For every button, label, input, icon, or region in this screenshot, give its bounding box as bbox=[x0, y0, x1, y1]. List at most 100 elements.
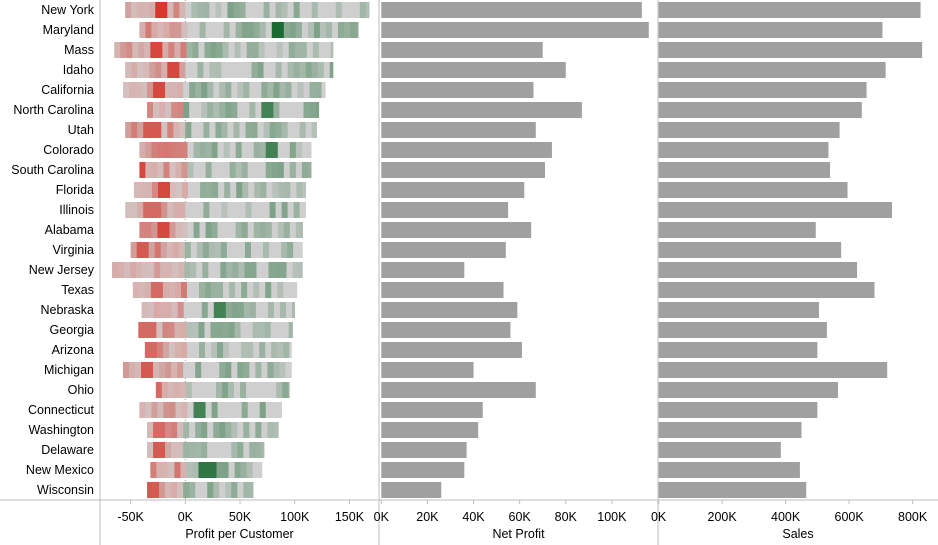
strip-segment bbox=[306, 42, 314, 58]
strip-segment bbox=[261, 362, 268, 378]
strip-segment bbox=[295, 162, 303, 178]
strip-segment bbox=[166, 242, 174, 258]
strip-utah bbox=[125, 122, 317, 138]
strip-segment bbox=[189, 82, 196, 98]
strip-segment bbox=[221, 202, 228, 218]
strip-segment bbox=[177, 302, 184, 318]
x-tick-label: 20K bbox=[416, 510, 439, 524]
x-tick-label: 150K bbox=[335, 510, 365, 524]
strip-segment bbox=[174, 462, 181, 478]
strip-segment bbox=[329, 62, 334, 78]
strip-segment bbox=[249, 82, 256, 98]
strip-segment bbox=[131, 122, 138, 138]
x-tick-label: 800K bbox=[898, 510, 928, 524]
bar-ohio bbox=[381, 382, 536, 398]
strip-segment bbox=[222, 42, 229, 58]
strip-segment bbox=[229, 222, 236, 238]
row-label-ohio: Ohio bbox=[68, 383, 94, 397]
row-label-virginia: Virginia bbox=[53, 243, 95, 257]
strip-segment bbox=[289, 142, 297, 158]
strip-segment bbox=[211, 22, 218, 38]
strip-segment bbox=[258, 462, 263, 478]
strip-segment bbox=[154, 262, 161, 278]
strip-segment bbox=[191, 62, 198, 78]
strip-segment bbox=[253, 402, 261, 418]
bar-south-carolina bbox=[381, 162, 546, 178]
strip-segment bbox=[291, 82, 298, 98]
strip-segment bbox=[230, 182, 237, 198]
strip-segment bbox=[151, 162, 158, 178]
strip-segment bbox=[185, 62, 192, 78]
strip-segment bbox=[265, 402, 273, 418]
strip-segment bbox=[171, 82, 178, 98]
strip-segment bbox=[233, 202, 240, 218]
strip-segment bbox=[145, 22, 152, 38]
strip-segment bbox=[229, 282, 236, 298]
strip-segment bbox=[124, 262, 131, 278]
strip-segment bbox=[176, 182, 183, 198]
strip-segment bbox=[247, 342, 254, 358]
strip-segment bbox=[151, 142, 158, 158]
strip-segment bbox=[184, 262, 191, 278]
row-label-colorado: Colorado bbox=[43, 143, 94, 157]
strip-segment bbox=[185, 202, 192, 218]
strip-segment bbox=[235, 402, 242, 418]
strip-segment bbox=[261, 442, 265, 458]
strip-segment bbox=[293, 242, 300, 258]
strip-segment bbox=[187, 222, 194, 238]
strip-segment bbox=[171, 302, 178, 318]
strip-segment bbox=[249, 362, 256, 378]
strip-segment bbox=[203, 202, 210, 218]
strip-segment bbox=[142, 242, 149, 258]
strip-segment bbox=[258, 382, 265, 398]
strip-segment bbox=[285, 102, 292, 118]
strip-segment bbox=[148, 242, 156, 258]
bar-new-jersey bbox=[381, 262, 465, 278]
strip-segment bbox=[266, 182, 273, 198]
strip-segment bbox=[199, 282, 206, 298]
strip-segment bbox=[244, 262, 251, 278]
strip-segment bbox=[287, 202, 294, 218]
strip-segment bbox=[153, 422, 160, 438]
strip-segment bbox=[149, 202, 156, 218]
strip-segment bbox=[191, 122, 198, 138]
strip-segment bbox=[231, 362, 238, 378]
strip-segment bbox=[243, 422, 250, 438]
strip-segment bbox=[273, 422, 279, 438]
strip-segment bbox=[247, 282, 254, 298]
row-label-alabama: Alabama bbox=[45, 223, 94, 237]
strip-segment bbox=[186, 342, 194, 358]
strip-segment bbox=[264, 322, 271, 338]
strip-segment bbox=[197, 2, 204, 18]
strip-segment bbox=[199, 162, 206, 178]
strip-segment bbox=[144, 322, 151, 338]
strip-segment bbox=[177, 102, 184, 118]
strip-segment bbox=[249, 442, 256, 458]
strip-segment bbox=[216, 42, 223, 58]
strip-segment bbox=[151, 22, 158, 38]
strip-segment bbox=[173, 122, 180, 138]
strip-michigan bbox=[122, 362, 292, 378]
strip-segment bbox=[168, 42, 175, 58]
strip-segment bbox=[135, 82, 142, 98]
strip-segment bbox=[231, 302, 239, 318]
strip-segment bbox=[257, 2, 264, 18]
strip-segment bbox=[233, 62, 240, 78]
strip-segment bbox=[223, 342, 230, 358]
strip-segment bbox=[301, 222, 303, 238]
strip-segment bbox=[227, 2, 234, 18]
strip-segment bbox=[179, 2, 186, 18]
strip-segment bbox=[163, 162, 170, 178]
strip-segment bbox=[244, 242, 252, 258]
strip-segment bbox=[317, 62, 325, 78]
strip-segment bbox=[257, 202, 264, 218]
strip-segment bbox=[262, 262, 269, 278]
strip-segment bbox=[217, 162, 224, 178]
strip-segment bbox=[177, 422, 184, 438]
x-tick-label: 600K bbox=[835, 510, 865, 524]
strip-segment bbox=[281, 202, 288, 218]
strip-segment bbox=[163, 402, 170, 418]
strip-segment bbox=[299, 122, 306, 138]
row-label-south-carolina: South Carolina bbox=[11, 163, 94, 177]
strip-segment bbox=[311, 122, 317, 138]
